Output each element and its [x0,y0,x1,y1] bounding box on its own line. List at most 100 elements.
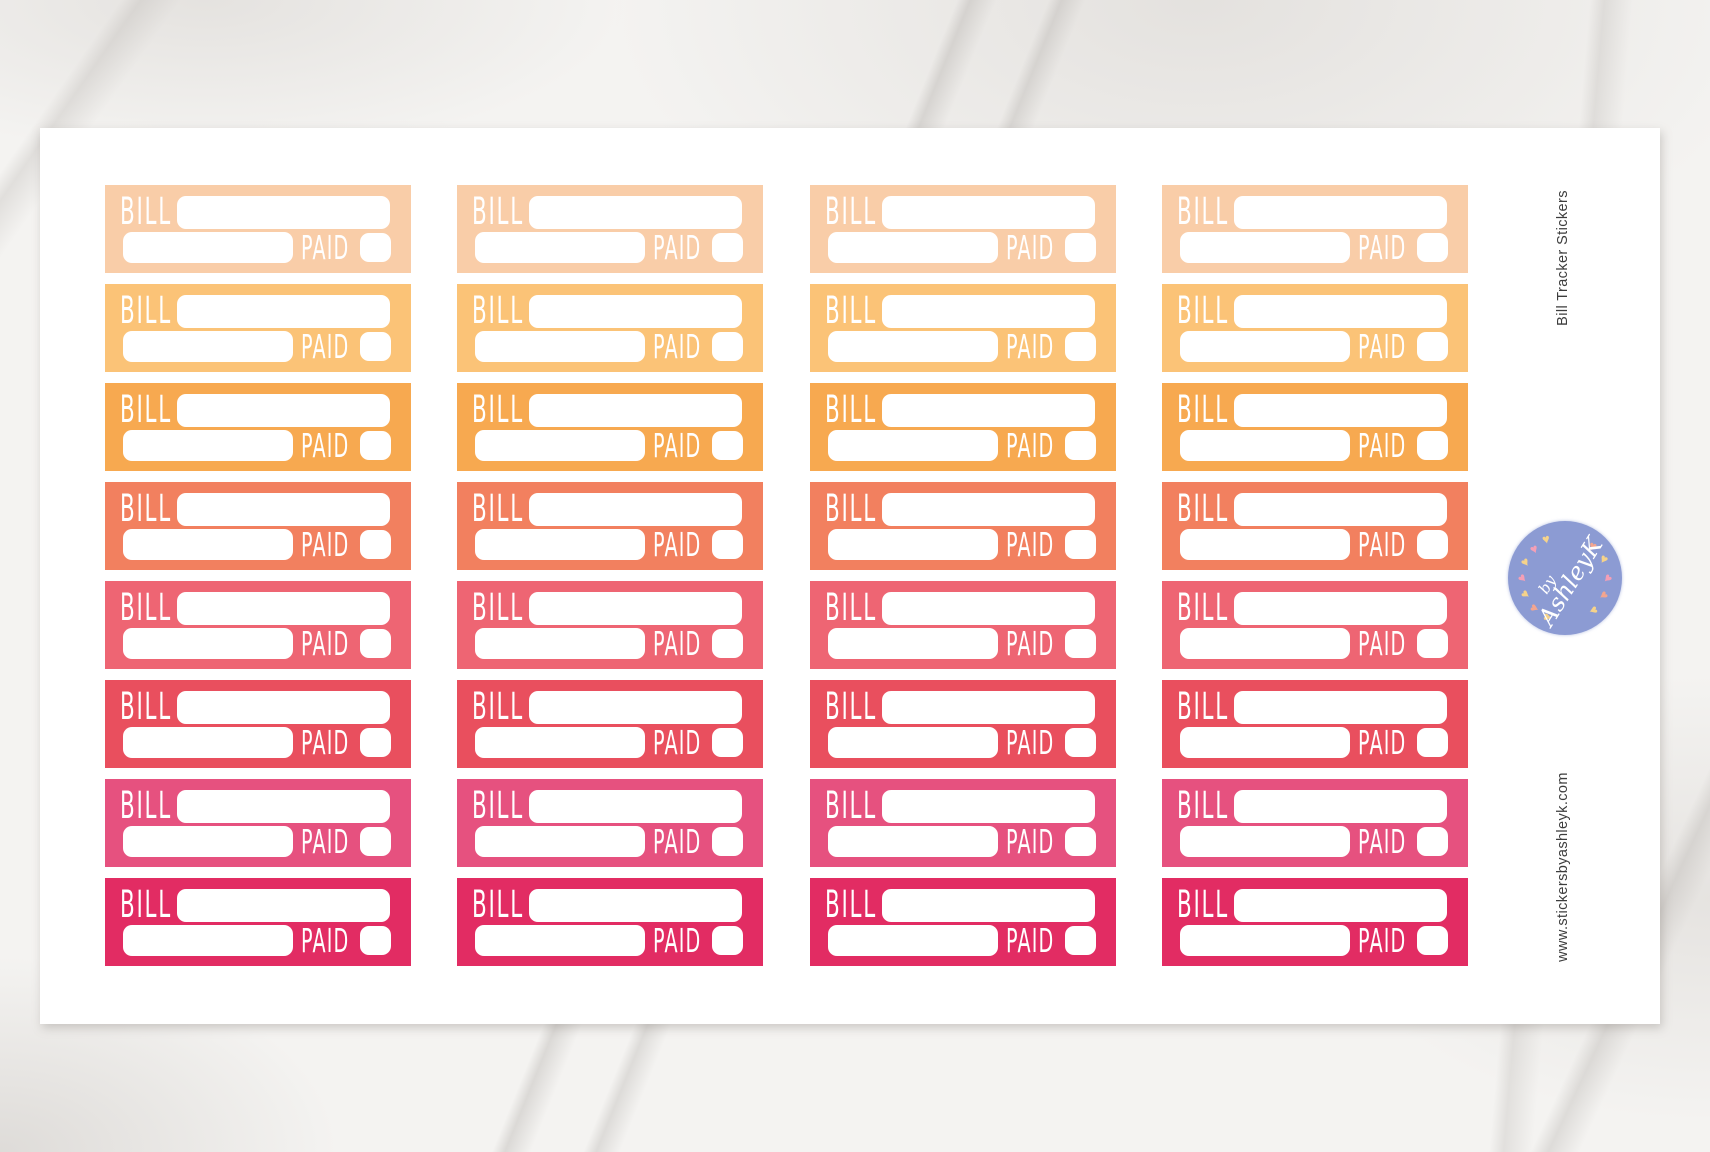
paid-checkbox [1417,827,1448,856]
paid-checkbox [712,530,743,559]
amount-field [828,925,998,956]
paid-checkbox [360,926,391,955]
paid-label: PAID [1006,920,1055,960]
amount-field [828,529,998,560]
amount-field [828,232,998,263]
amount-field [475,628,645,659]
paid-label: PAID [301,425,350,465]
paid-label: PAID [1358,326,1407,366]
bill-label: BILL [1177,585,1229,629]
bill-label: BILL [1177,882,1229,926]
amount-field [123,826,293,857]
paid-label: PAID [1358,524,1407,564]
bill-label: BILL [120,486,172,530]
paid-checkbox [360,530,391,559]
bill-sticker: BILL PAID [457,482,763,570]
bill-sticker: BILL PAID [457,878,763,966]
paid-checkbox [1417,926,1448,955]
bill-name-field [882,592,1095,625]
amount-field [1180,331,1350,362]
bill-name-field [882,295,1095,328]
bill-label: BILL [1177,288,1229,332]
bill-name-field [529,493,742,526]
bill-label: BILL [120,288,172,332]
bill-label: BILL [825,585,877,629]
paid-label: PAID [301,623,350,663]
amount-field [475,826,645,857]
amount-field [475,232,645,263]
paid-label: PAID [1358,920,1407,960]
paid-checkbox [1417,431,1448,460]
bill-label: BILL [120,783,172,827]
bill-name-field [1234,691,1447,724]
paid-checkbox [1065,233,1096,262]
amount-field [123,925,293,956]
bill-sticker: BILL PAID [105,581,411,669]
bill-sticker: BILL PAID [810,284,1116,372]
bill-sticker: BILL PAID [1162,482,1468,570]
paid-label: PAID [1006,623,1055,663]
amount-field [123,331,293,362]
amount-field [123,727,293,758]
paid-checkbox [712,431,743,460]
bill-label: BILL [120,387,172,431]
paid-label: PAID [301,326,350,366]
paid-checkbox [1417,728,1448,757]
paid-label: PAID [301,821,350,861]
bill-name-field [1234,394,1447,427]
bill-label: BILL [825,684,877,728]
bill-name-field [177,790,390,823]
amount-field [475,529,645,560]
amount-field [1180,430,1350,461]
bill-label: BILL [472,882,524,926]
paid-checkbox [1065,629,1096,658]
bill-name-field [529,295,742,328]
paid-checkbox [1417,332,1448,361]
amount-field [1180,628,1350,659]
paid-checkbox [1065,431,1096,460]
amount-field [475,925,645,956]
paid-label: PAID [1006,326,1055,366]
bill-label: BILL [1177,783,1229,827]
bill-sticker: BILL PAID [457,680,763,768]
bill-name-field [177,493,390,526]
paid-label: PAID [1006,227,1055,267]
bill-sticker: BILL PAID [810,878,1116,966]
bill-name-field [1234,592,1447,625]
paid-checkbox [360,629,391,658]
bill-name-field [529,196,742,229]
paid-checkbox [1065,530,1096,559]
paid-label: PAID [301,227,350,267]
bill-sticker: BILL PAID [1162,581,1468,669]
paid-label: PAID [653,623,702,663]
amount-field [1180,727,1350,758]
paid-checkbox [1417,233,1448,262]
heart-icon: ♥ [1513,569,1531,587]
bill-label: BILL [825,387,877,431]
bill-label: BILL [472,486,524,530]
amount-field [828,430,998,461]
heart-icon: ♥ [1527,540,1541,558]
heart-icon: ♥ [1599,569,1617,587]
bill-label: BILL [120,585,172,629]
bill-label: BILL [472,189,524,233]
amount-field [1180,232,1350,263]
paid-checkbox [1065,332,1096,361]
paid-checkbox [360,827,391,856]
bill-name-field [177,196,390,229]
amount-field [1180,529,1350,560]
bill-label: BILL [120,684,172,728]
bill-sticker: BILL PAID [1162,878,1468,966]
amount-field [828,727,998,758]
paid-label: PAID [301,524,350,564]
bill-label: BILL [1177,486,1229,530]
paid-label: PAID [1358,425,1407,465]
bill-sticker: BILL PAID [457,779,763,867]
paid-checkbox [360,431,391,460]
heart-icon: ♥ [1517,553,1533,571]
bill-sticker: BILL PAID [105,284,411,372]
bill-sticker: BILL PAID [1162,779,1468,867]
paid-label: PAID [653,524,702,564]
bill-label: BILL [472,585,524,629]
paid-label: PAID [1006,821,1055,861]
